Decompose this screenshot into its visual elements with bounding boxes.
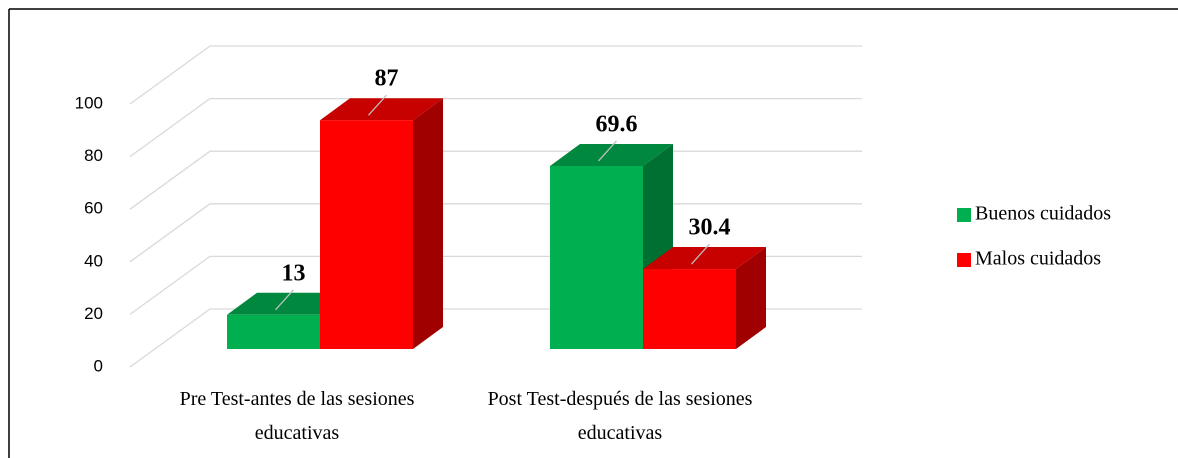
y-tick-label: 60 (84, 199, 103, 218)
leader-line (691, 243, 710, 265)
bar-top (320, 98, 443, 121)
legend-label: Buenos cuidados (975, 203, 1111, 225)
leader-line (275, 289, 294, 311)
bar (227, 314, 320, 349)
bar-top (550, 143, 673, 166)
bar (550, 165, 643, 349)
y-tick-label: 0 (94, 356, 103, 375)
legend-swatch (957, 208, 971, 222)
bar (643, 269, 736, 349)
value-label: 87 (375, 66, 399, 92)
legend-swatch (957, 253, 971, 267)
bar (320, 120, 413, 349)
value-label: 30.4 (689, 215, 731, 241)
x-tick-label: Post Test-después de las sesiones educat… (487, 388, 753, 444)
grid-line (129, 255, 211, 315)
bar-side (413, 98, 443, 349)
bar-side (736, 247, 766, 349)
grid-line (129, 45, 211, 105)
legend-label: Malos cuidados (975, 248, 1101, 270)
value-label: 69.6 (596, 111, 638, 137)
grid-line (129, 203, 211, 263)
y-tick-label: 80 (84, 146, 103, 165)
x-tick-label: Pre Test-antes de las sesiones educativa… (179, 388, 415, 444)
grid-line (129, 98, 211, 158)
grid-line (129, 150, 211, 210)
leader-line (368, 94, 387, 116)
y-tick-label: 20 (84, 304, 103, 323)
value-label: 13 (282, 260, 306, 286)
y-tick-label: 100 (75, 93, 103, 112)
grid-line (129, 308, 211, 368)
leader-line (598, 140, 617, 162)
bar-top (643, 247, 766, 270)
y-tick-label: 40 (84, 251, 103, 270)
bar-top (227, 292, 350, 315)
